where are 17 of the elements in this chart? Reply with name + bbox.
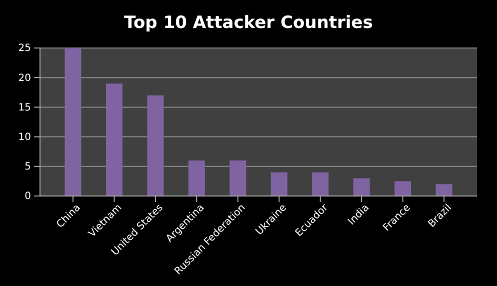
bar	[353, 178, 370, 196]
bar	[106, 84, 122, 196]
bar	[394, 181, 412, 196]
y-tick-label: 0	[24, 191, 31, 202]
y-tick-label: 5	[24, 162, 31, 173]
bar	[270, 172, 288, 196]
chart-title: Top 10 Attacker Countries	[124, 13, 373, 33]
bar	[436, 184, 452, 196]
bar	[64, 48, 82, 196]
bar	[312, 172, 329, 196]
bar	[230, 160, 246, 196]
y-tick-label: 15	[18, 102, 31, 114]
bar	[188, 160, 205, 196]
bar	[147, 95, 164, 196]
y-tick-label: 10	[18, 132, 31, 143]
y-tick-label: 20	[18, 72, 31, 84]
y-tick-label: 25	[18, 43, 31, 54]
